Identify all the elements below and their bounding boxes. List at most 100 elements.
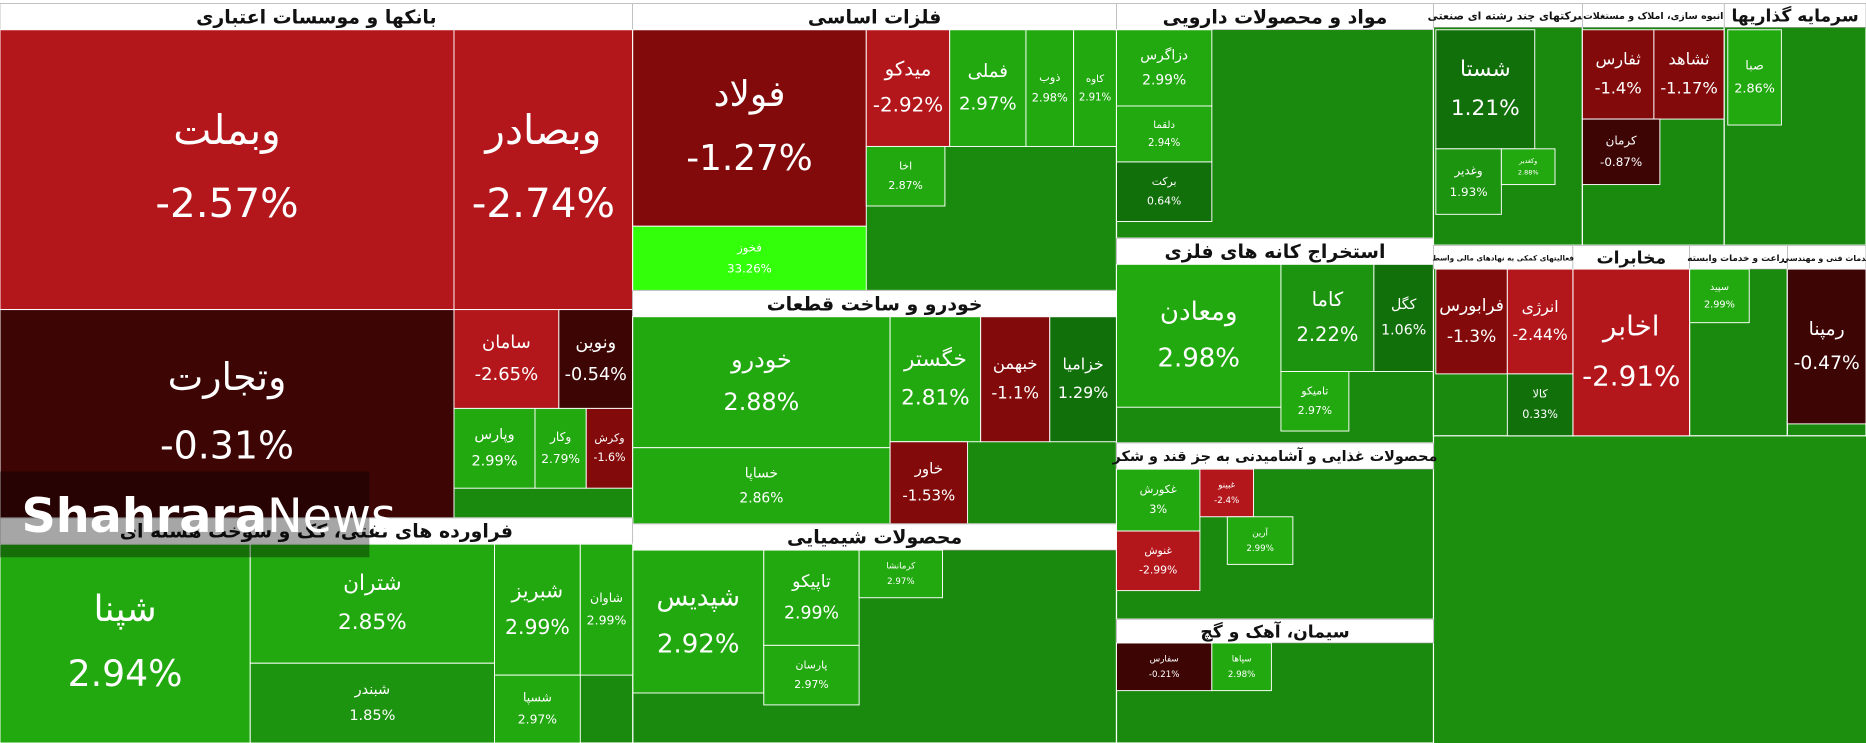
tile-change: -0.47% (1794, 353, 1860, 374)
sector-title: محصولات غذایی و آشامیدنی به جز قند و شکر (1112, 447, 1438, 465)
sector-title: شرکتهای چند رشته ای صنعتی (1428, 10, 1589, 23)
tile-change: -1.4% (1595, 79, 1642, 98)
tile (1581, 29, 1655, 120)
sector-header (1723, 3, 1866, 28)
tile-name: رمپنا (1809, 319, 1845, 340)
tile-name: کاما (1312, 288, 1344, 311)
tile-change: 2.98% (1032, 90, 1068, 104)
tile (249, 662, 495, 743)
tile-name: وبملت (173, 106, 280, 154)
tile-name: کرمان (1606, 134, 1637, 149)
tile-change: 2.86% (739, 490, 783, 506)
tile-change: 2.99% (471, 453, 517, 469)
tile-change: 1.21% (1451, 96, 1520, 121)
tile (249, 543, 495, 664)
tile (494, 674, 581, 743)
sector-title: سرمایه گذاریها (1731, 6, 1858, 27)
tile-change: -2.99% (1139, 564, 1177, 577)
tile-change: 2.88% (1518, 169, 1539, 177)
tile-name: شپنا (94, 587, 157, 630)
tile (1025, 29, 1075, 147)
tile-name: سپید (1710, 282, 1729, 293)
tile-name: ثفارس (1595, 49, 1640, 69)
tile-name: شاوان (590, 590, 623, 606)
tile-change: -2.44% (1513, 326, 1568, 344)
sector-title: فراورده های نفتی، کک و سوخت هسته ای (120, 521, 513, 543)
tile-name: کرمانشا (886, 562, 916, 572)
tile-change: 2.99% (1246, 544, 1274, 554)
sector-title: خودرو و ساخت قطعات (767, 293, 983, 315)
tile (579, 543, 634, 676)
sector-title: محصولات شیمیایی (787, 527, 962, 549)
tile-name: وتجارت (168, 355, 287, 400)
tile-name: سپاها (1232, 655, 1252, 665)
tile-name: غبینو (1217, 481, 1235, 491)
sector-header (0, 517, 634, 545)
tile-name: تاپیکو (791, 572, 831, 592)
tile-name: وبصادر (483, 106, 601, 154)
tile (1049, 316, 1117, 443)
tile (1116, 105, 1213, 163)
tile-change: 3% (1149, 503, 1167, 516)
tile-name: شبریز (511, 578, 563, 602)
tile (949, 29, 1027, 147)
tile (0, 543, 251, 743)
tile-name: وغدیر (1454, 163, 1483, 178)
tile-change: 2.88% (724, 388, 800, 416)
tile-change: 2.98% (1228, 670, 1256, 680)
tile-name: کاوه (1086, 74, 1104, 85)
tile-change: 2.22% (1296, 323, 1358, 346)
tile-name: فرابورس (1439, 296, 1504, 316)
tile-change: -0.21% (1149, 670, 1180, 680)
tile-change: 1.93% (1450, 185, 1488, 199)
tile-change: 0.64% (1147, 194, 1181, 207)
sector-title: مخابرات (1596, 248, 1666, 268)
tile-name: ومعادن (1160, 297, 1238, 327)
tile (558, 309, 634, 409)
other-sectors (1433, 435, 1866, 743)
sector-title: انبوه سازی، املاک و مستغلات (1583, 11, 1723, 22)
tile-change: 1.85% (349, 708, 395, 724)
tile-change: -1.6% (593, 451, 625, 464)
tile-change: 2.79% (541, 452, 580, 466)
tile (1373, 263, 1434, 372)
sector-header (1116, 442, 1434, 470)
tile (632, 225, 867, 292)
tile-name: وپارس (474, 427, 514, 443)
tile-change: 0.33% (1522, 408, 1558, 421)
tile-change: -1.53% (902, 486, 955, 504)
tile (0, 309, 455, 519)
tile (865, 29, 951, 147)
tile-change: 33.26% (727, 261, 772, 275)
sector-title: سیمان، آهک و گچ (1200, 620, 1349, 642)
tile (453, 309, 560, 409)
tile-change: 2.99% (505, 615, 570, 639)
tile (1116, 468, 1201, 532)
tile (1506, 268, 1574, 375)
tile (1199, 468, 1255, 518)
tile-change: 2.91% (1079, 92, 1112, 103)
tile-change: -0.87% (1600, 155, 1642, 169)
tile (889, 441, 969, 525)
watermark-b: News (267, 489, 396, 544)
tile-name: خاور (914, 459, 943, 477)
tile (1280, 263, 1375, 372)
tile (1280, 371, 1350, 432)
tile-change: 2.94% (1148, 138, 1181, 149)
tile (1116, 29, 1213, 107)
tile-change: 2.81% (901, 386, 969, 411)
tile (1727, 29, 1782, 126)
tile (1506, 373, 1574, 437)
tile (763, 549, 860, 646)
sector-title: فلزات اساسی (808, 6, 942, 28)
tile (534, 407, 587, 489)
tile-name: غنوش (1144, 544, 1172, 557)
tile-name: وکغدیر (1518, 157, 1537, 165)
tile-change: -1.17% (1660, 79, 1717, 98)
tile (889, 316, 982, 443)
tile-name: اخا (899, 159, 912, 172)
sector-title: فعالیتهای کمکی به نهادهای مالی واسط (1432, 253, 1574, 262)
